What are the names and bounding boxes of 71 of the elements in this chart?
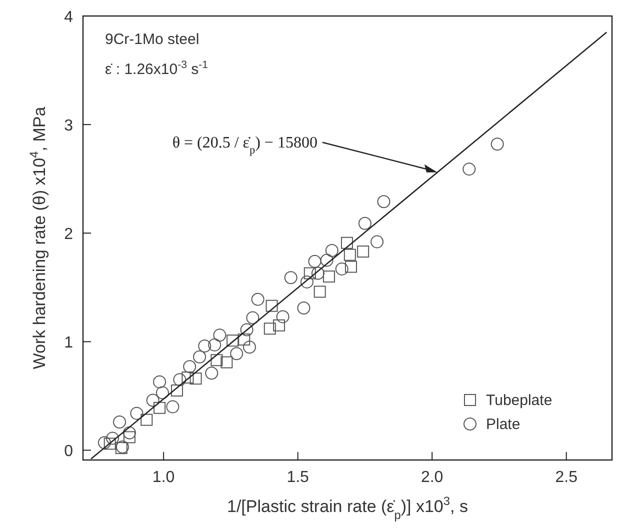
point (226, 334, 239, 347)
point (311, 266, 324, 280)
point (220, 356, 233, 368)
point (156, 386, 169, 400)
point (314, 286, 326, 298)
point (106, 432, 120, 445)
point (123, 431, 136, 444)
point (183, 360, 196, 374)
legend-label: Plate (486, 416, 520, 433)
point (205, 366, 218, 380)
point (357, 246, 370, 258)
point (210, 354, 223, 366)
point (213, 328, 226, 342)
y-tick-label: 2 (64, 226, 74, 244)
point (344, 260, 357, 273)
y-tick-label: 3 (64, 118, 74, 135)
point (322, 270, 335, 283)
point (273, 319, 286, 332)
point (358, 216, 372, 230)
point (490, 138, 504, 151)
point (335, 262, 348, 276)
annotation: 9Cr-1Mo steel (105, 31, 200, 48)
point (238, 334, 250, 346)
annotation: ε̇ : 1.26x10$^{-3}$ s$^{-1}$ (105, 59, 208, 78)
y-tick-label: 0 (64, 443, 74, 460)
point (190, 372, 202, 385)
point (170, 384, 183, 397)
point (284, 271, 298, 284)
point (230, 347, 244, 360)
point (182, 371, 194, 384)
point (193, 350, 206, 364)
x-axis-title: 1/[Plastic strain rate (ε̇$_{p}$)] x10$^{3}$, s (227, 494, 468, 522)
point (154, 402, 166, 414)
point (344, 248, 356, 261)
point (251, 292, 264, 306)
point (266, 300, 278, 312)
point (173, 373, 186, 386)
point (113, 416, 126, 429)
point (300, 275, 314, 288)
point (304, 267, 316, 280)
point (246, 311, 260, 324)
point (242, 340, 256, 354)
point (153, 375, 166, 388)
point (240, 323, 254, 336)
point (130, 406, 144, 420)
point (320, 254, 334, 267)
point (276, 310, 290, 324)
point (370, 235, 384, 248)
x-tick-label: 2.5 (555, 469, 578, 486)
point (208, 338, 222, 352)
y-tick-label: 1 (64, 334, 74, 352)
point (140, 414, 153, 426)
point (146, 394, 160, 407)
point (297, 302, 310, 315)
annotation: θ = (20.5 / ε̇$_{p}$) − 15800 (172, 134, 318, 156)
y-tick-label: 4 (64, 9, 74, 26)
x-tick-label: 1.5 (286, 469, 310, 486)
point (104, 438, 116, 450)
point (264, 322, 276, 335)
point (166, 400, 180, 414)
point (198, 340, 212, 353)
point (462, 162, 476, 176)
point (122, 426, 136, 440)
point (98, 436, 111, 450)
point (325, 244, 338, 257)
point (340, 236, 353, 249)
point (308, 254, 322, 268)
legend-label: Tubeplate (486, 392, 552, 409)
point (377, 195, 390, 208)
x-tick-label: 1.0 (152, 469, 175, 486)
x-tick-label: 2.0 (420, 469, 444, 486)
